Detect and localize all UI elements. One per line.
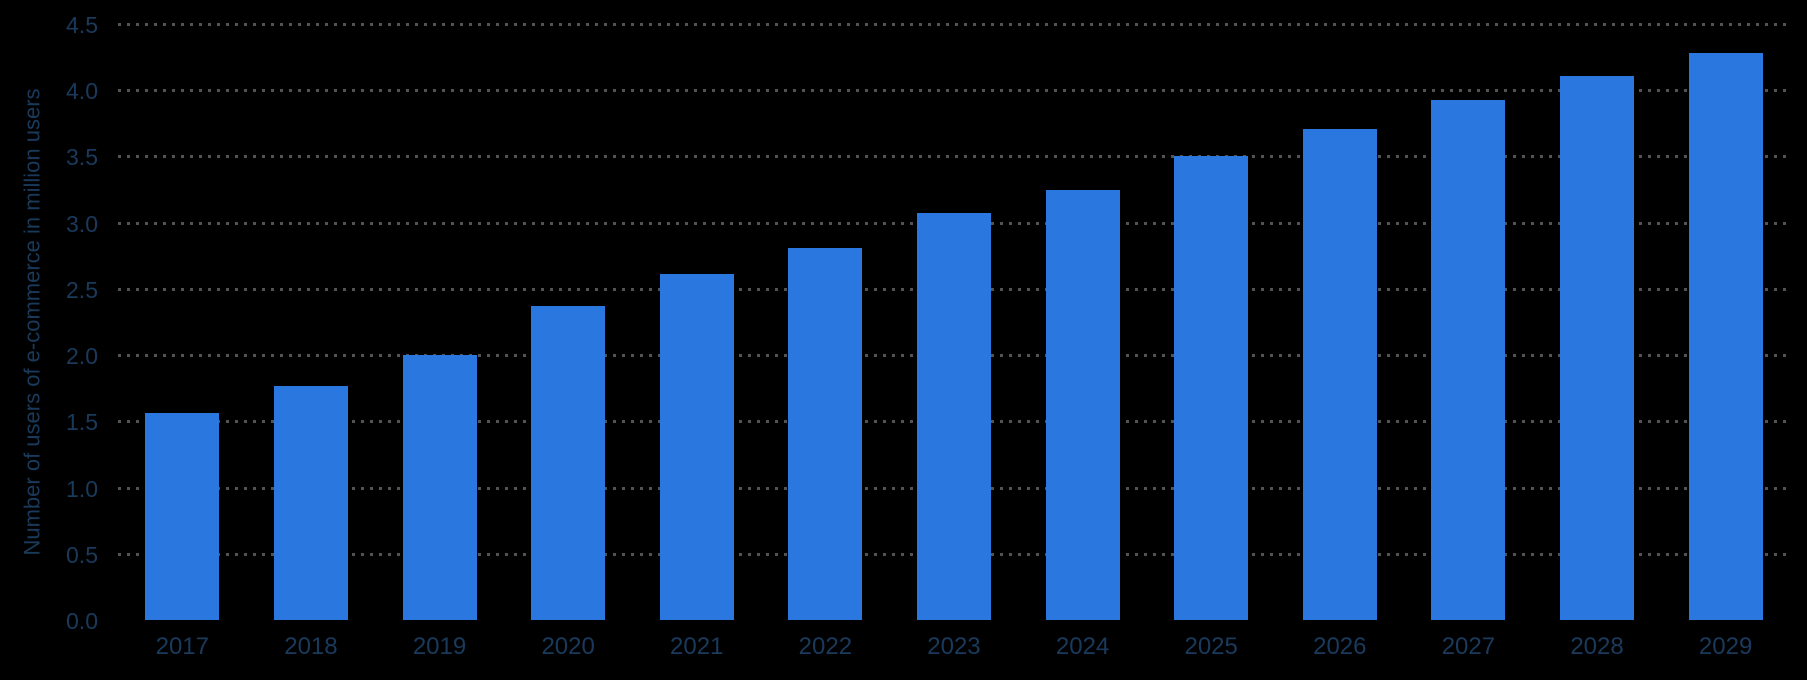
bar-2029[interactable] [1688, 53, 1763, 620]
y-tick-label: 4.0 [66, 78, 98, 105]
y-tick-label: 2.5 [66, 276, 98, 303]
bar-2025[interactable] [1174, 156, 1249, 620]
y-tick-label: 0.0 [66, 608, 98, 634]
y-tick-label: 3.5 [66, 144, 98, 171]
bar-2027[interactable] [1431, 99, 1506, 620]
x-tick-label: 2029 [1698, 633, 1753, 660]
x-tick-label: 2026 [1313, 633, 1367, 660]
bar-2028[interactable] [1560, 75, 1635, 620]
bar-2023[interactable] [917, 213, 991, 620]
y-tick-label: 0.5 [66, 541, 98, 568]
x-tick-label: 2027 [1441, 633, 1496, 660]
x-tick-label: 2020 [541, 633, 595, 660]
bar-2022[interactable] [788, 247, 863, 620]
y-tick-label: 1.5 [66, 409, 98, 436]
y-tick-label: 3.0 [66, 210, 98, 237]
bar-2019[interactable] [402, 355, 477, 620]
bar-2024[interactable] [1045, 189, 1120, 620]
x-tick-label: 2018 [284, 633, 338, 660]
y-tick-label: 2.0 [66, 343, 98, 370]
gridline [118, 89, 1790, 93]
y-tick-label: 4.5 [66, 12, 98, 38]
x-tick-label: 2023 [927, 633, 981, 660]
bar-2026[interactable] [1302, 128, 1377, 620]
x-tick-label: 2022 [798, 633, 853, 660]
x-tick-label: 2024 [1055, 633, 1110, 660]
bar-2018[interactable] [273, 385, 348, 620]
bar-2021[interactable] [659, 274, 734, 620]
x-tick-label: 2028 [1570, 633, 1624, 660]
x-tick-label: 2019 [412, 633, 467, 660]
y-tick-label: 1.0 [66, 475, 98, 502]
x-tick-label: 2021 [670, 633, 724, 660]
bar-2020[interactable] [531, 306, 606, 620]
x-tick-label: 2025 [1184, 633, 1238, 660]
bar-2017[interactable] [145, 413, 220, 620]
y-axis-title: Number of users of e-commerce in million… [10, 24, 56, 620]
x-axis-labels: 2017 2018 2019 2020 2021 2022 2023 2024 2025 2026… [118, 630, 1790, 664]
gridline [118, 23, 1790, 26]
gridline [118, 155, 1790, 159]
plot-area [118, 23, 1790, 620]
x-tick-label: 2017 [155, 633, 209, 660]
